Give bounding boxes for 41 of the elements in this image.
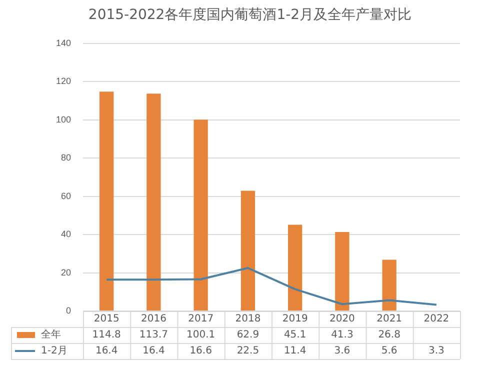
- data-label: 22.5: [236, 346, 260, 357]
- bar: [146, 94, 161, 310]
- data-label: 16.4: [142, 346, 165, 357]
- data-label: 114.8: [92, 330, 121, 341]
- legend-label: 全年: [41, 328, 62, 341]
- x-tick-label: 2017: [188, 314, 214, 325]
- data-label: 16.6: [190, 346, 212, 357]
- data-label: 62.9: [236, 330, 260, 341]
- y-tick-label: 80: [61, 152, 72, 163]
- data-label: 5.6: [381, 346, 398, 357]
- x-tick-label: 2016: [140, 314, 166, 325]
- bar: [100, 92, 114, 310]
- x-tick-label: 2015: [94, 314, 120, 325]
- legend-label: 1-2月: [41, 346, 68, 357]
- bar: [194, 120, 208, 310]
- data-label: 41.3: [331, 330, 354, 341]
- chart-title: 2015-2022各年度国内葡萄酒1-2月及全年产量对比: [87, 6, 413, 25]
- y-tick-label: 0: [66, 305, 72, 316]
- x-tick-label: 2020: [329, 314, 355, 325]
- data-label: 113.7: [139, 330, 168, 341]
- data-label: 45.1: [284, 330, 306, 341]
- x-tick-label: 2022: [424, 314, 450, 325]
- bar: [335, 232, 350, 310]
- data-label: 16.4: [95, 346, 118, 357]
- data-label: 3.3: [428, 346, 444, 357]
- bar: [288, 224, 302, 310]
- x-tick-label: 2018: [235, 314, 261, 325]
- bar: [240, 190, 256, 310]
- y-tick-label: 140: [56, 38, 72, 48]
- y-tick-label: 20: [61, 267, 72, 278]
- bar: [382, 260, 396, 310]
- data-label: 26.8: [378, 330, 400, 341]
- data-label: 100.1: [186, 330, 216, 341]
- data-label: 11.4: [284, 346, 306, 357]
- y-tick-label: 40: [61, 229, 72, 240]
- x-tick-label: 2021: [376, 314, 402, 325]
- y-tick-label: 120: [56, 76, 72, 86]
- x-tick-label: 2019: [282, 314, 308, 325]
- y-tick-label: 100: [56, 114, 72, 124]
- y-tick-label: 60: [61, 190, 72, 201]
- data-label: 3.6: [334, 346, 350, 357]
